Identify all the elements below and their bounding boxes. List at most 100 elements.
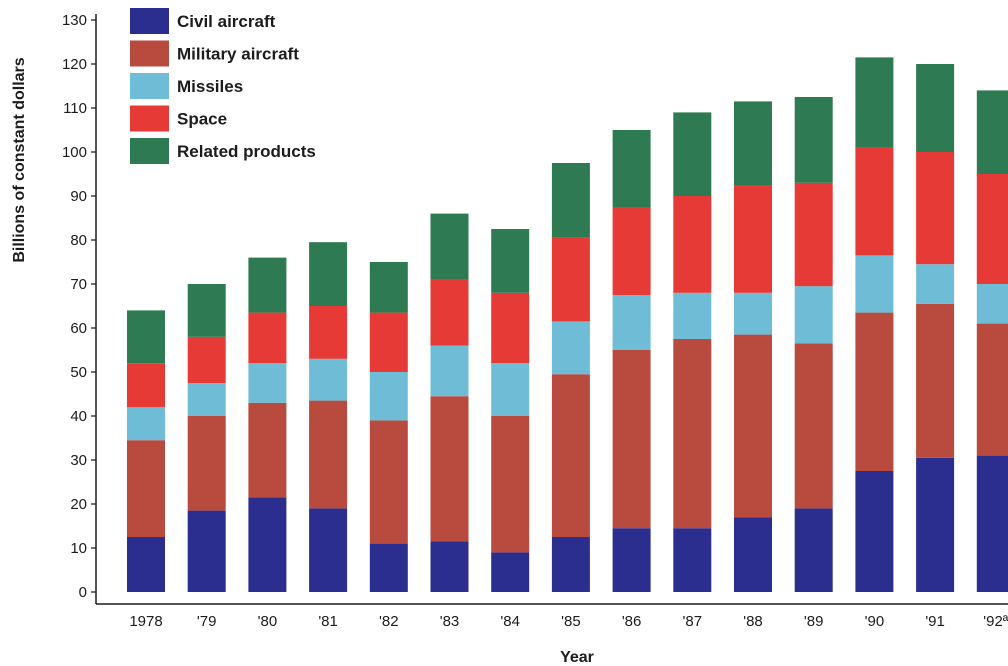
- bar-segment-civil-aircraft: [369, 543, 408, 592]
- legend-swatch-related-products: [130, 138, 169, 164]
- bar-segment-military-aircraft: [551, 374, 590, 537]
- bar-segment-related-products: [491, 229, 530, 293]
- bar-segment-civil-aircraft: [187, 510, 226, 592]
- bar-segment-military-aircraft: [127, 440, 165, 537]
- x-tick-label: '92ª: [983, 613, 1008, 630]
- bar-segment-space: [369, 312, 408, 372]
- bar-segment-missiles: [369, 372, 408, 421]
- bar-segment-missiles: [127, 407, 165, 441]
- y-tick-label: 60: [70, 320, 87, 337]
- bar-segment-related-products: [673, 112, 712, 196]
- bar-segment-civil-aircraft: [673, 528, 712, 592]
- bar-segment-space: [612, 207, 651, 295]
- bar-segment-missiles: [430, 345, 469, 397]
- y-tick-label: 10: [70, 540, 87, 557]
- y-tick-label: 20: [70, 496, 87, 513]
- x-tick-label: '82: [379, 613, 399, 630]
- bar-segment-missiles: [491, 363, 530, 416]
- bar-segment-related-products: [612, 130, 651, 207]
- bar-segment-related-products: [430, 213, 469, 280]
- legend-label-space: Space: [177, 110, 227, 129]
- y-tick-label: 0: [79, 584, 87, 601]
- x-tick-label: '80: [258, 613, 278, 630]
- x-tick-label: '81: [318, 613, 338, 630]
- y-tick-label: 70: [70, 276, 87, 293]
- x-tick-label: '86: [622, 613, 642, 630]
- bar-segment-civil-aircraft: [248, 497, 287, 592]
- x-tick-label: '90: [865, 613, 885, 630]
- bar-segment-military-aircraft: [673, 339, 712, 529]
- legend-swatch-space: [130, 105, 169, 132]
- bar-segment-space: [430, 279, 469, 346]
- bar-segment-related-products: [127, 310, 165, 364]
- bar-segment-space: [794, 182, 833, 287]
- bar-segment-military-aircraft: [794, 343, 833, 509]
- bar-segment-military-aircraft: [734, 334, 772, 518]
- bar-segment-space: [127, 363, 165, 408]
- bar-segment-military-aircraft: [430, 396, 469, 542]
- bar-segment-space: [551, 237, 590, 322]
- bar-segment-civil-aircraft: [916, 457, 955, 592]
- bar-segment-missiles: [309, 358, 348, 401]
- bar-segment-space: [734, 185, 772, 293]
- bar-segment-related-products: [734, 101, 772, 185]
- bar-segment-military-aircraft: [248, 402, 287, 498]
- bar-segment-missiles: [551, 321, 590, 375]
- bar-segment-space: [187, 336, 226, 383]
- bar-segment-civil-aircraft: [127, 537, 165, 592]
- bar-segment-military-aircraft: [916, 303, 955, 458]
- legend-label-civil-aircraft: Civil aircraft: [177, 12, 276, 31]
- bar-segment-related-products: [551, 163, 590, 238]
- bar-segment-military-aircraft: [369, 420, 408, 544]
- bar-segment-space: [855, 147, 894, 256]
- y-tick-label: 40: [70, 408, 87, 425]
- bar-segment-space: [916, 152, 955, 265]
- bar-segment-civil-aircraft: [794, 508, 833, 592]
- bar-segment-missiles: [855, 255, 894, 313]
- bar-segment-civil-aircraft: [734, 517, 772, 592]
- bar-segment-related-products: [794, 97, 833, 183]
- bar-segment-related-products: [976, 90, 1008, 174]
- y-tick-label: 90: [70, 188, 87, 205]
- legend-swatch-civil-aircraft: [130, 8, 169, 34]
- bar-segment-space: [673, 196, 712, 293]
- bar-segment-military-aircraft: [855, 312, 894, 471]
- bar-segment-related-products: [916, 64, 955, 152]
- legend-label-military-aircraft: Military aircraft: [177, 45, 299, 64]
- bar-segment-related-products: [855, 57, 894, 148]
- bar-segment-civil-aircraft: [855, 471, 894, 592]
- bar-segment-related-products: [248, 257, 287, 313]
- bar-segment-military-aircraft: [187, 416, 226, 511]
- bar-segment-military-aircraft: [309, 400, 348, 509]
- y-tick-label: 80: [70, 232, 87, 249]
- bar-segment-civil-aircraft: [430, 541, 469, 592]
- legend-label-related-products: Related products: [177, 142, 316, 161]
- bar-segment-civil-aircraft: [491, 552, 530, 592]
- x-tick-label: '84: [500, 613, 520, 630]
- bar-segment-related-products: [187, 284, 226, 337]
- bar-segment-missiles: [794, 286, 833, 344]
- bar-segment-missiles: [673, 292, 712, 339]
- x-tick-label: '79: [197, 613, 217, 630]
- x-axis-title: Year: [560, 649, 594, 666]
- bar-segment-civil-aircraft: [309, 508, 348, 592]
- x-tick-label: '83: [440, 613, 460, 630]
- bar-segment-related-products: [369, 262, 408, 313]
- legend-swatch-military-aircraft: [130, 40, 169, 67]
- bar-segment-related-products: [309, 242, 348, 306]
- y-tick-label: 110: [63, 100, 87, 117]
- y-tick-label: 30: [70, 452, 87, 469]
- bar-segment-missiles: [976, 284, 1008, 324]
- legend-label-missiles: Missiles: [177, 77, 243, 96]
- x-tick-label: '87: [683, 613, 703, 630]
- y-tick-label: 130: [62, 12, 87, 29]
- bar-segment-military-aircraft: [612, 350, 651, 529]
- bar-segment-civil-aircraft: [551, 537, 590, 592]
- bar-segment-civil-aircraft: [612, 528, 651, 592]
- bar-segment-space: [491, 292, 530, 364]
- bar-segment-missiles: [734, 292, 772, 335]
- bar-segment-military-aircraft: [976, 323, 1008, 456]
- x-tick-label: '88: [743, 613, 763, 630]
- bar-segment-space: [309, 306, 348, 359]
